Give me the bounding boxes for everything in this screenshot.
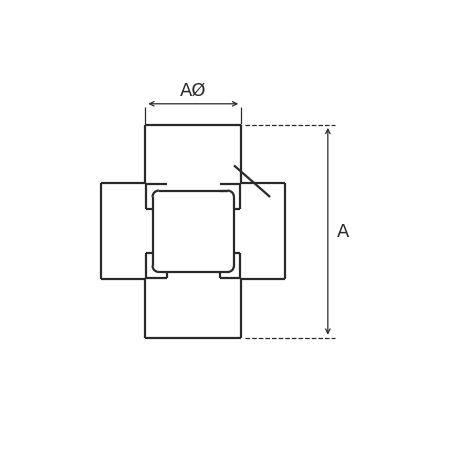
Text: A: A	[336, 223, 348, 241]
Text: AØ: AØ	[179, 81, 206, 99]
